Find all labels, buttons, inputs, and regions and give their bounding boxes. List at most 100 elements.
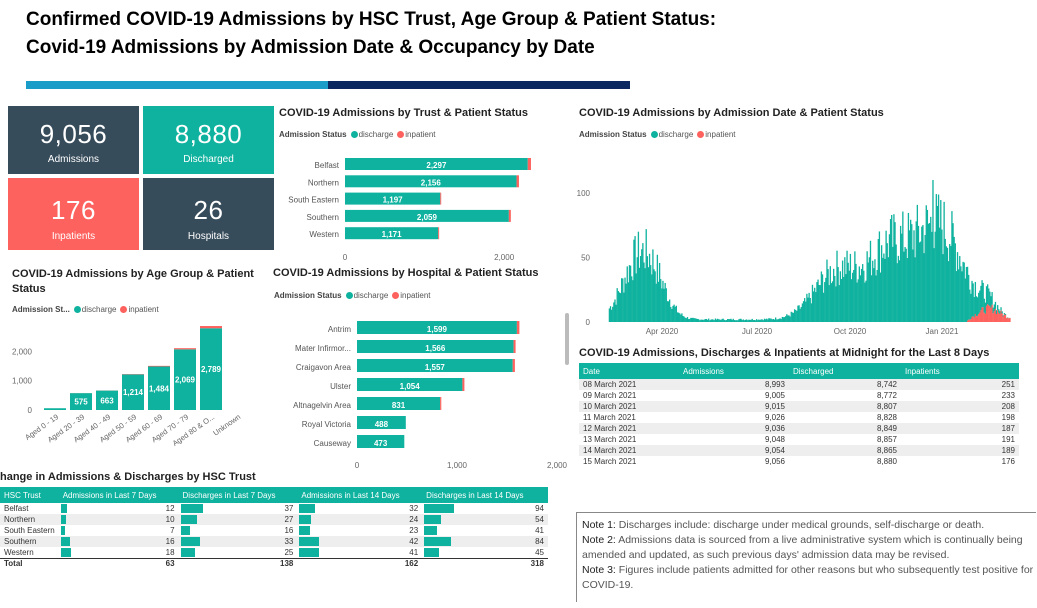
daily-discharge-bar[interactable]: [753, 319, 756, 322]
daily-discharge-bar[interactable]: [818, 285, 820, 322]
daily-discharge-bar[interactable]: [962, 261, 964, 322]
daily-discharge-bar[interactable]: [826, 259, 828, 322]
daily-discharge-bar[interactable]: [780, 318, 782, 322]
daily-discharge-bar[interactable]: [739, 318, 741, 322]
daily-discharge-bar[interactable]: [715, 319, 718, 322]
col-dis-14[interactable]: Discharges in Last 14 Days: [422, 487, 548, 503]
daily-discharge-bar[interactable]: [913, 230, 915, 322]
daily-discharge-bar[interactable]: [778, 318, 780, 322]
daily-inpatient-bar[interactable]: [997, 310, 999, 322]
daily-discharge-bar[interactable]: [788, 315, 790, 322]
daily-discharge-bar[interactable]: [953, 236, 955, 322]
daily-discharge-bar[interactable]: [932, 180, 934, 322]
daily-discharge-bar[interactable]: [972, 283, 974, 317]
daily-discharge-bar[interactable]: [634, 236, 636, 322]
daily-discharge-bar[interactable]: [892, 246, 894, 322]
daily-discharge-bar[interactable]: [662, 280, 664, 322]
daily-inpatient-bar[interactable]: [985, 305, 988, 322]
table-row[interactable]: Belfast 12 37 32 94: [0, 503, 548, 514]
daily-inpatient-bar[interactable]: [989, 306, 991, 322]
daily-discharge-bar[interactable]: [798, 305, 800, 322]
daily-discharge-bar[interactable]: [843, 276, 845, 322]
daily-discharge-bar[interactable]: [876, 269, 878, 322]
daily-discharge-bar[interactable]: [701, 319, 703, 322]
discharge-bar[interactable]: [200, 328, 222, 410]
daily-inpatient-bar[interactable]: [978, 313, 980, 322]
daily-discharge-bar[interactable]: [802, 301, 805, 322]
daily-discharge-bar[interactable]: [927, 223, 930, 322]
daily-discharge-bar[interactable]: [923, 253, 925, 322]
daily-inpatient-bar[interactable]: [968, 319, 970, 322]
daily-discharge-bar[interactable]: [992, 307, 994, 314]
daily-inpatient-bar[interactable]: [990, 307, 992, 322]
daily-discharge-bar[interactable]: [921, 226, 923, 322]
daily-discharge-bar[interactable]: [924, 234, 926, 322]
daily-discharge-bar[interactable]: [772, 319, 775, 322]
discharge-bar[interactable]: [345, 175, 517, 188]
daily-discharge-bar[interactable]: [963, 262, 965, 322]
daily-discharge-bar[interactable]: [668, 299, 671, 322]
daily-discharge-bar[interactable]: [779, 318, 781, 322]
table-row[interactable]: 10 March 2021 9,015 8,807 208: [579, 401, 1019, 412]
daily-discharge-bar[interactable]: [724, 320, 727, 322]
daily-discharge-bar[interactable]: [878, 231, 881, 322]
daily-discharge-bar[interactable]: [840, 279, 843, 322]
daily-discharge-bar[interactable]: [896, 263, 898, 322]
table-row[interactable]: 13 March 2021 9,048 8,857 191: [579, 434, 1019, 445]
col-adm-7[interactable]: Admissions in Last 7 Days: [58, 487, 179, 503]
daily-discharge-bar[interactable]: [867, 262, 869, 322]
daily-discharge-bar[interactable]: [866, 251, 868, 322]
daily-discharge-bar[interactable]: [885, 230, 887, 322]
daily-discharge-bar[interactable]: [664, 282, 666, 322]
daily-discharge-bar[interactable]: [683, 316, 685, 322]
total-row[interactable]: Total 63 138 162 318: [0, 557, 548, 569]
daily-discharge-bar[interactable]: [750, 319, 752, 322]
daily-discharge-bar[interactable]: [916, 204, 919, 322]
daily-discharge-bar[interactable]: [666, 301, 669, 322]
inpatient-bar[interactable]: [200, 326, 222, 329]
daily-discharge-bar[interactable]: [781, 316, 783, 322]
daily-discharge-bar[interactable]: [639, 256, 642, 322]
daily-discharge-bar[interactable]: [849, 253, 852, 322]
daily-discharge-bar[interactable]: [737, 320, 739, 322]
daily-discharge-bar[interactable]: [783, 317, 786, 322]
daily-inpatient-bar[interactable]: [973, 317, 975, 322]
discharge-bar[interactable]: [122, 374, 144, 410]
daily-discharge-bar[interactable]: [833, 268, 835, 322]
daily-discharge-bar[interactable]: [943, 201, 945, 322]
daily-discharge-bar[interactable]: [993, 304, 995, 312]
table-row[interactable]: 11 March 2021 9,026 8,828 198: [579, 412, 1019, 423]
daily-discharge-bar[interactable]: [647, 267, 650, 322]
daily-discharge-bar[interactable]: [631, 276, 633, 322]
daily-discharge-bar[interactable]: [891, 214, 893, 322]
panel-scrollbar[interactable]: [565, 313, 569, 365]
daily-inpatient-bar[interactable]: [1001, 313, 1003, 322]
daily-discharge-bar[interactable]: [720, 320, 722, 322]
daily-discharge-bar[interactable]: [912, 249, 914, 322]
daily-discharge-bar[interactable]: [950, 246, 952, 322]
daily-discharge-bar[interactable]: [971, 280, 973, 317]
daily-discharge-bar[interactable]: [637, 231, 640, 322]
inpatient-bar[interactable]: [440, 192, 442, 205]
daily-discharge-bar[interactable]: [685, 318, 688, 322]
daily-discharge-bar[interactable]: [716, 318, 719, 322]
discharge-bar[interactable]: [96, 390, 118, 410]
daily-discharge-bar[interactable]: [635, 273, 637, 322]
inpatient-bar[interactable]: [440, 397, 442, 410]
daily-discharge-bar[interactable]: [698, 319, 700, 322]
daily-discharge-bar[interactable]: [935, 194, 937, 322]
daily-discharge-bar[interactable]: [941, 229, 943, 322]
daily-discharge-bar[interactable]: [831, 281, 834, 322]
daily-discharge-bar[interactable]: [914, 257, 916, 322]
daily-discharge-bar[interactable]: [951, 211, 953, 322]
discharge-bar[interactable]: [357, 378, 463, 391]
daily-discharge-bar[interactable]: [789, 316, 791, 322]
daily-discharge-bar[interactable]: [733, 320, 736, 322]
daily-discharge-bar[interactable]: [619, 293, 622, 322]
daily-discharge-bar[interactable]: [917, 225, 920, 322]
daily-discharge-bar[interactable]: [902, 211, 904, 322]
daily-discharge-bar[interactable]: [676, 312, 679, 322]
daily-discharge-bar[interactable]: [689, 318, 691, 322]
daily-discharge-bar[interactable]: [855, 263, 857, 322]
daily-discharge-bar[interactable]: [652, 249, 654, 322]
